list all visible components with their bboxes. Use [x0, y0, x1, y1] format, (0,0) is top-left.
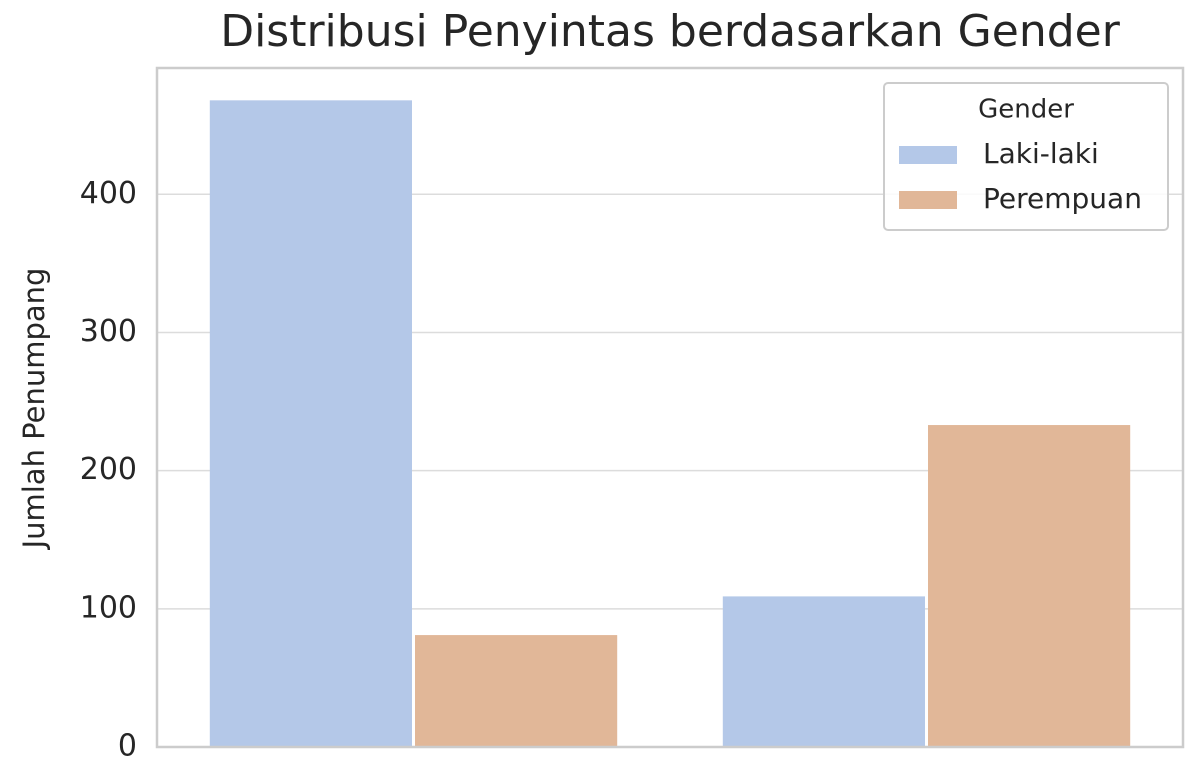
legend-swatch — [899, 191, 957, 209]
bar — [209, 100, 412, 748]
legend-title: Gender — [978, 95, 1074, 125]
y-tick-label: 200 — [80, 452, 137, 487]
chart-title: Distribusi Penyintas berdasarkan Gender — [220, 6, 1121, 57]
legend-label: Laki-laki — [983, 137, 1099, 170]
legend-label: Perempuan — [983, 182, 1142, 215]
axes-frame — [155, 66, 1185, 749]
legend-swatch — [899, 146, 957, 164]
y-tick-label: 0 — [118, 729, 137, 762]
bar — [415, 635, 618, 747]
y-tick-label: 300 — [80, 314, 137, 349]
bar — [722, 596, 925, 747]
y-tick-label: 100 — [80, 590, 137, 625]
bar — [928, 425, 1131, 747]
y-tick-label: 400 — [80, 176, 137, 211]
y-axis-label: Jumlah Penumpang — [17, 268, 51, 551]
